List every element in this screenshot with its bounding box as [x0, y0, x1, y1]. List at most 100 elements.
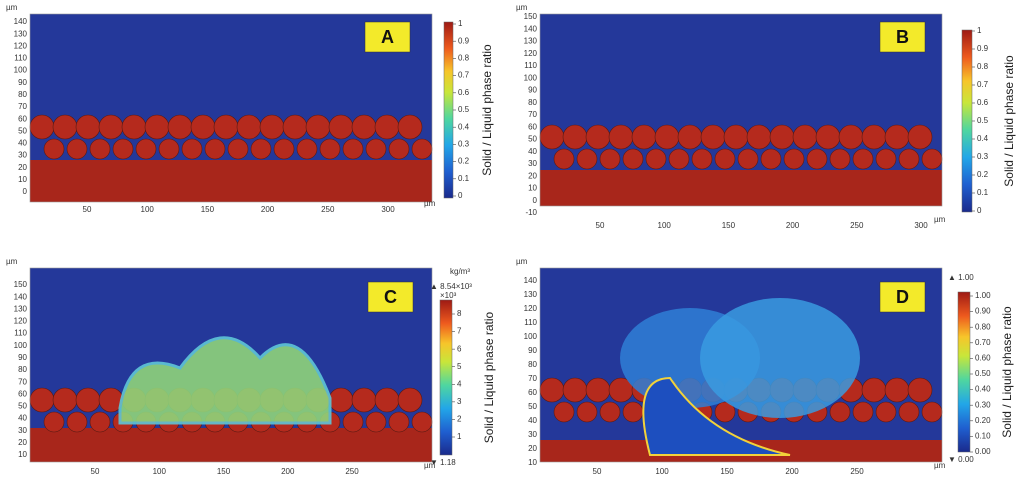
x-tick-label: 250 — [850, 221, 864, 230]
panel: B1501401301201101009080706050403020100-1… — [516, 3, 1016, 230]
powder-particle — [540, 125, 564, 149]
x-tick-label: 100 — [153, 467, 167, 476]
y-tick-label: 90 — [18, 353, 27, 362]
colorbar-tick-label: 0.4 — [977, 134, 989, 143]
powder-particle — [692, 149, 712, 169]
powder-particle — [30, 388, 54, 412]
powder-particle — [862, 378, 886, 402]
x-tick-label: 300 — [381, 205, 395, 214]
colorbar-tick-label: 0.5 — [977, 116, 989, 125]
colorbar-tick-label: 7 — [457, 327, 462, 336]
y-tick-label: 20 — [18, 163, 27, 172]
colorbar-tick-label: 0.3 — [458, 140, 470, 149]
colorbar-tick-label: 0.30 — [975, 400, 991, 409]
powder-particle — [398, 115, 422, 139]
colorbar-tick-label: 0.2 — [458, 157, 470, 166]
powder-particle — [159, 139, 179, 159]
colorbar-tick-label: 0.8 — [458, 54, 470, 63]
y-tick-label: 110 — [14, 54, 27, 63]
x-tick-label: 150 — [201, 205, 215, 214]
y-tick-label: 60 — [18, 389, 27, 398]
x-tick-label: 50 — [596, 221, 605, 230]
powder-particle — [205, 139, 225, 159]
colorbar — [958, 292, 970, 452]
y-tick-label: 80 — [18, 365, 27, 374]
powder-particle — [122, 115, 146, 139]
y-tick-label: 10 — [18, 175, 27, 184]
powder-particle — [770, 125, 794, 149]
colorbar-tick-label: 3 — [457, 397, 462, 406]
powder-particle — [899, 402, 919, 422]
y-tick-label: 130 — [524, 290, 538, 299]
y-tick-label: 150 — [524, 12, 538, 21]
powder-particle — [632, 125, 656, 149]
powder-particle — [586, 125, 610, 149]
powder-particle — [297, 139, 317, 159]
y-tick-label: 80 — [528, 360, 537, 369]
y-tick-label: 30 — [18, 426, 27, 435]
powder-particle — [182, 139, 202, 159]
powder-particle — [816, 125, 840, 149]
melt-pool — [700, 298, 860, 418]
colorbar-tick-label: 1 — [977, 26, 982, 35]
powder-particle — [214, 115, 238, 139]
x-unit: µm — [934, 215, 946, 224]
solid-substrate — [30, 428, 432, 462]
y-tick-label: 90 — [18, 78, 27, 87]
y-tick-label: 0 — [23, 187, 28, 196]
powder-particle — [701, 125, 725, 149]
powder-particle — [30, 115, 54, 139]
solid-substrate — [540, 170, 942, 206]
powder-particle — [908, 125, 932, 149]
powder-particle — [563, 125, 587, 149]
y-tick-label: 30 — [528, 159, 537, 168]
powder-particle — [168, 115, 192, 139]
y-tick-label: 50 — [18, 126, 27, 135]
powder-particle — [352, 115, 376, 139]
colorbar-max: ▲ 1.00 — [948, 273, 974, 282]
colorbar-title: Solid / Liquid phase ratio — [1000, 306, 1014, 438]
powder-particle — [839, 125, 863, 149]
colorbar-tick-label: 0.1 — [458, 174, 470, 183]
y-tick-label: 120 — [524, 49, 538, 58]
y-tick-label: 20 — [18, 438, 27, 447]
colorbar-tick-label: 1 — [457, 432, 462, 441]
powder-particle — [53, 388, 77, 412]
x-tick-label: 250 — [345, 467, 359, 476]
y-tick-label: 70 — [528, 110, 537, 119]
powder-particle — [329, 388, 353, 412]
powder-particle — [375, 388, 399, 412]
y-tick-label: 40 — [18, 414, 27, 423]
colorbar-tick-label: 0.3 — [977, 152, 989, 161]
powder-particle — [306, 115, 330, 139]
colorbar-tick-label: 0.80 — [975, 322, 991, 331]
colorbar-tick-label: 0.7 — [977, 80, 989, 89]
panel: D140130120110100908070605040302010µm5010… — [516, 257, 1014, 476]
y-tick-label: 30 — [528, 430, 537, 439]
colorbar-tick-label: 4 — [457, 379, 462, 388]
colorbar-tick-label: 0 — [977, 206, 982, 215]
powder-particle — [251, 139, 271, 159]
powder-particle — [563, 378, 587, 402]
y-tick-label: 80 — [528, 98, 537, 107]
colorbar-tick-label: 5 — [457, 362, 462, 371]
powder-particle — [577, 402, 597, 422]
colorbar-tick-label: 6 — [457, 344, 462, 353]
x-tick-label: 100 — [658, 221, 672, 230]
powder-particle — [352, 388, 376, 412]
powder-particle — [655, 125, 679, 149]
y-tick-label: 120 — [524, 304, 538, 313]
y-tick-label: -10 — [525, 208, 537, 217]
colorbar-tick-label: 0.7 — [458, 71, 470, 80]
powder-particle — [922, 149, 942, 169]
x-tick-label: 250 — [321, 205, 335, 214]
y-tick-label: 70 — [528, 374, 537, 383]
powder-particle — [99, 115, 123, 139]
powder-particle — [191, 115, 215, 139]
colorbar-tick-label: 0.8 — [977, 62, 989, 71]
x-tick-label: 250 — [850, 467, 864, 476]
colorbar-tick-label: 0 — [458, 191, 463, 200]
colorbar-tick-label: 0.10 — [975, 432, 991, 441]
powder-particle — [623, 402, 643, 422]
powder-particle — [577, 149, 597, 169]
